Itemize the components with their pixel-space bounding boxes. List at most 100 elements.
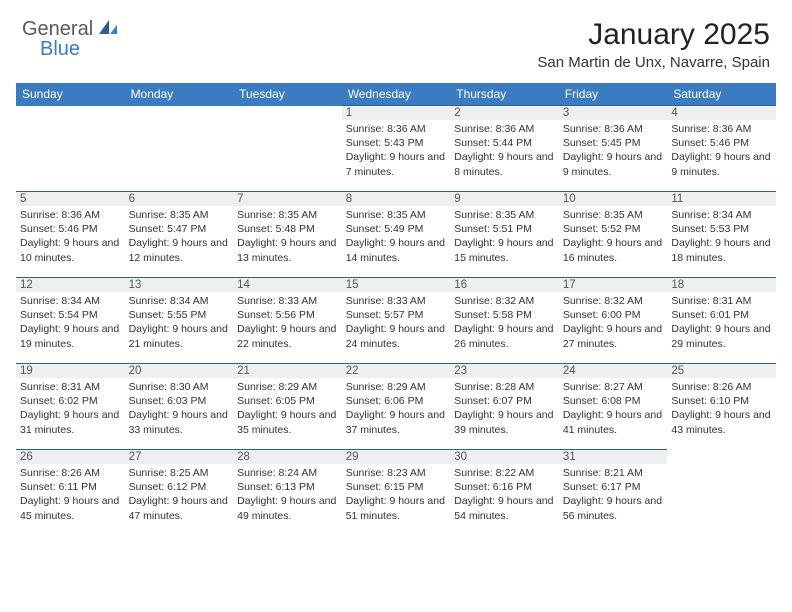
header: General January 2025 San Martin de Unx, … bbox=[0, 0, 792, 79]
calendar-cell: 30Sunrise: 8:22 AMSunset: 6:16 PMDayligh… bbox=[450, 450, 559, 536]
day-number: 14 bbox=[233, 278, 342, 292]
day-header: Sunday bbox=[16, 83, 125, 106]
day-info: Sunrise: 8:36 AMSunset: 5:45 PMDaylight:… bbox=[559, 120, 668, 179]
day-number: 9 bbox=[450, 192, 559, 206]
page-title: January 2025 bbox=[537, 18, 770, 52]
day-info: Sunrise: 8:34 AMSunset: 5:55 PMDaylight:… bbox=[125, 292, 234, 351]
day-header: Thursday bbox=[450, 83, 559, 106]
day-info: Sunrise: 8:29 AMSunset: 6:06 PMDaylight:… bbox=[342, 378, 451, 437]
day-number: 24 bbox=[559, 364, 668, 378]
day-number: 31 bbox=[559, 450, 668, 464]
calendar-cell: 21Sunrise: 8:29 AMSunset: 6:05 PMDayligh… bbox=[233, 364, 342, 450]
day-header: Tuesday bbox=[233, 83, 342, 106]
day-number: 30 bbox=[450, 450, 559, 464]
day-header: Wednesday bbox=[342, 83, 451, 106]
day-number: 16 bbox=[450, 278, 559, 292]
day-number: 19 bbox=[16, 364, 125, 378]
calendar-table: SundayMondayTuesdayWednesdayThursdayFrid… bbox=[16, 83, 776, 536]
day-info: Sunrise: 8:35 AMSunset: 5:47 PMDaylight:… bbox=[125, 206, 234, 265]
day-number: 13 bbox=[125, 278, 234, 292]
calendar-cell: 10Sunrise: 8:35 AMSunset: 5:52 PMDayligh… bbox=[559, 192, 668, 278]
day-number: 25 bbox=[667, 364, 776, 378]
day-info: Sunrise: 8:36 AMSunset: 5:44 PMDaylight:… bbox=[450, 120, 559, 179]
calendar-cell: 17Sunrise: 8:32 AMSunset: 6:00 PMDayligh… bbox=[559, 278, 668, 364]
day-number: 21 bbox=[233, 364, 342, 378]
calendar-cell: 24Sunrise: 8:27 AMSunset: 6:08 PMDayligh… bbox=[559, 364, 668, 450]
calendar-cell: 6Sunrise: 8:35 AMSunset: 5:47 PMDaylight… bbox=[125, 192, 234, 278]
calendar-week-row: 1Sunrise: 8:36 AMSunset: 5:43 PMDaylight… bbox=[16, 106, 776, 192]
calendar-cell: 20Sunrise: 8:30 AMSunset: 6:03 PMDayligh… bbox=[125, 364, 234, 450]
calendar-week-row: 5Sunrise: 8:36 AMSunset: 5:46 PMDaylight… bbox=[16, 192, 776, 278]
day-info: Sunrise: 8:26 AMSunset: 6:11 PMDaylight:… bbox=[16, 464, 125, 523]
calendar-cell: 9Sunrise: 8:35 AMSunset: 5:51 PMDaylight… bbox=[450, 192, 559, 278]
sail-icon bbox=[97, 18, 119, 41]
title-block: January 2025 San Martin de Unx, Navarre,… bbox=[537, 18, 770, 71]
day-info: Sunrise: 8:21 AMSunset: 6:17 PMDaylight:… bbox=[559, 464, 668, 523]
day-info: Sunrise: 8:30 AMSunset: 6:03 PMDaylight:… bbox=[125, 378, 234, 437]
calendar-cell: 25Sunrise: 8:26 AMSunset: 6:10 PMDayligh… bbox=[667, 364, 776, 450]
calendar-week-row: 12Sunrise: 8:34 AMSunset: 5:54 PMDayligh… bbox=[16, 278, 776, 364]
location-text: San Martin de Unx, Navarre, Spain bbox=[537, 54, 770, 71]
day-number: 12 bbox=[16, 278, 125, 292]
calendar-cell bbox=[16, 106, 125, 192]
day-info: Sunrise: 8:35 AMSunset: 5:48 PMDaylight:… bbox=[233, 206, 342, 265]
day-info: Sunrise: 8:36 AMSunset: 5:43 PMDaylight:… bbox=[342, 120, 451, 179]
day-number: 4 bbox=[667, 106, 776, 120]
calendar-cell: 1Sunrise: 8:36 AMSunset: 5:43 PMDaylight… bbox=[342, 106, 451, 192]
calendar-cell: 22Sunrise: 8:29 AMSunset: 6:06 PMDayligh… bbox=[342, 364, 451, 450]
calendar-cell: 26Sunrise: 8:26 AMSunset: 6:11 PMDayligh… bbox=[16, 450, 125, 536]
day-info: Sunrise: 8:35 AMSunset: 5:51 PMDaylight:… bbox=[450, 206, 559, 265]
calendar-cell: 5Sunrise: 8:36 AMSunset: 5:46 PMDaylight… bbox=[16, 192, 125, 278]
day-info: Sunrise: 8:32 AMSunset: 6:00 PMDaylight:… bbox=[559, 292, 668, 351]
day-number: 1 bbox=[342, 106, 451, 120]
day-info: Sunrise: 8:31 AMSunset: 6:01 PMDaylight:… bbox=[667, 292, 776, 351]
day-number: 11 bbox=[667, 192, 776, 206]
calendar-cell: 16Sunrise: 8:32 AMSunset: 5:58 PMDayligh… bbox=[450, 278, 559, 364]
day-number: 3 bbox=[559, 106, 668, 120]
calendar-cell: 27Sunrise: 8:25 AMSunset: 6:12 PMDayligh… bbox=[125, 450, 234, 536]
day-header: Monday bbox=[125, 83, 234, 106]
calendar-cell: 13Sunrise: 8:34 AMSunset: 5:55 PMDayligh… bbox=[125, 278, 234, 364]
day-info: Sunrise: 8:27 AMSunset: 6:08 PMDaylight:… bbox=[559, 378, 668, 437]
day-header: Saturday bbox=[667, 83, 776, 106]
day-number: 27 bbox=[125, 450, 234, 464]
day-number: 18 bbox=[667, 278, 776, 292]
calendar-cell: 14Sunrise: 8:33 AMSunset: 5:56 PMDayligh… bbox=[233, 278, 342, 364]
day-info: Sunrise: 8:35 AMSunset: 5:52 PMDaylight:… bbox=[559, 206, 668, 265]
calendar-cell: 3Sunrise: 8:36 AMSunset: 5:45 PMDaylight… bbox=[559, 106, 668, 192]
day-info: Sunrise: 8:34 AMSunset: 5:54 PMDaylight:… bbox=[16, 292, 125, 351]
calendar-cell: 29Sunrise: 8:23 AMSunset: 6:15 PMDayligh… bbox=[342, 450, 451, 536]
day-info: Sunrise: 8:29 AMSunset: 6:05 PMDaylight:… bbox=[233, 378, 342, 437]
day-number: 6 bbox=[125, 192, 234, 206]
calendar-week-row: 19Sunrise: 8:31 AMSunset: 6:02 PMDayligh… bbox=[16, 364, 776, 450]
calendar-cell: 2Sunrise: 8:36 AMSunset: 5:44 PMDaylight… bbox=[450, 106, 559, 192]
calendar-cell: 12Sunrise: 8:34 AMSunset: 5:54 PMDayligh… bbox=[16, 278, 125, 364]
day-info: Sunrise: 8:32 AMSunset: 5:58 PMDaylight:… bbox=[450, 292, 559, 351]
day-number: 5 bbox=[16, 192, 125, 206]
day-info: Sunrise: 8:28 AMSunset: 6:07 PMDaylight:… bbox=[450, 378, 559, 437]
calendar-body: 1Sunrise: 8:36 AMSunset: 5:43 PMDaylight… bbox=[16, 106, 776, 536]
day-info: Sunrise: 8:33 AMSunset: 5:57 PMDaylight:… bbox=[342, 292, 451, 351]
calendar-cell: 31Sunrise: 8:21 AMSunset: 6:17 PMDayligh… bbox=[559, 450, 668, 536]
day-number: 17 bbox=[559, 278, 668, 292]
calendar-week-row: 26Sunrise: 8:26 AMSunset: 6:11 PMDayligh… bbox=[16, 450, 776, 536]
day-info: Sunrise: 8:26 AMSunset: 6:10 PMDaylight:… bbox=[667, 378, 776, 437]
day-info: Sunrise: 8:33 AMSunset: 5:56 PMDaylight:… bbox=[233, 292, 342, 351]
day-number: 8 bbox=[342, 192, 451, 206]
day-number: 29 bbox=[342, 450, 451, 464]
calendar-header-row: SundayMondayTuesdayWednesdayThursdayFrid… bbox=[16, 83, 776, 106]
day-number: 15 bbox=[342, 278, 451, 292]
day-number: 23 bbox=[450, 364, 559, 378]
calendar-cell bbox=[667, 450, 776, 536]
day-info: Sunrise: 8:36 AMSunset: 5:46 PMDaylight:… bbox=[16, 206, 125, 265]
day-number: 28 bbox=[233, 450, 342, 464]
day-info: Sunrise: 8:34 AMSunset: 5:53 PMDaylight:… bbox=[667, 206, 776, 265]
brand-part2-wrap: Blue bbox=[40, 38, 80, 61]
day-info: Sunrise: 8:24 AMSunset: 6:13 PMDaylight:… bbox=[233, 464, 342, 523]
day-header: Friday bbox=[559, 83, 668, 106]
day-info: Sunrise: 8:31 AMSunset: 6:02 PMDaylight:… bbox=[16, 378, 125, 437]
day-number: 2 bbox=[450, 106, 559, 120]
day-info: Sunrise: 8:23 AMSunset: 6:15 PMDaylight:… bbox=[342, 464, 451, 523]
calendar-cell: 11Sunrise: 8:34 AMSunset: 5:53 PMDayligh… bbox=[667, 192, 776, 278]
day-info: Sunrise: 8:25 AMSunset: 6:12 PMDaylight:… bbox=[125, 464, 234, 523]
